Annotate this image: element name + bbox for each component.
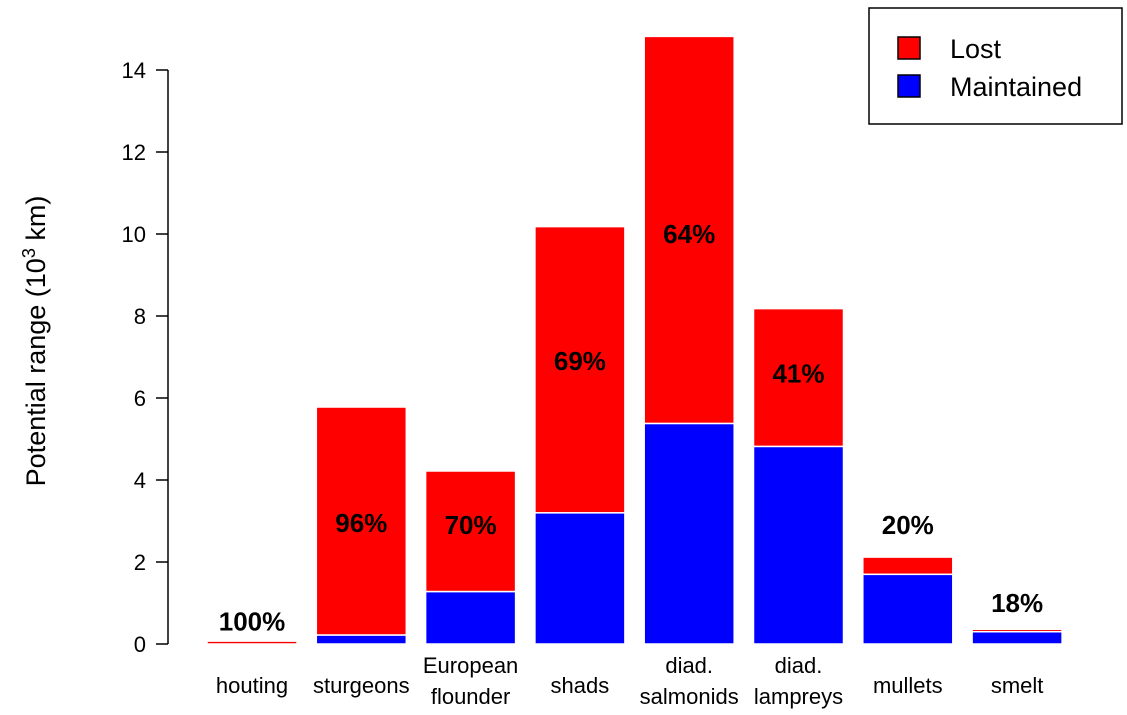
x-category-label: mullets xyxy=(873,673,943,698)
bar-lost xyxy=(971,628,1063,633)
x-category-label-line: salmonids xyxy=(640,684,739,709)
percent-label: 18% xyxy=(991,588,1043,618)
legend-swatch xyxy=(897,36,921,60)
percent-label: 64% xyxy=(663,219,715,249)
y-tick-label: 12 xyxy=(122,140,146,165)
percent-label: 69% xyxy=(554,346,606,376)
x-category-label: sturgeons xyxy=(313,673,410,698)
x-category-label-line: diad. xyxy=(665,653,713,678)
bar-maintained xyxy=(752,445,845,645)
x-category-label: diad. salmonids xyxy=(640,653,739,709)
bar-maintained xyxy=(534,512,626,645)
bar-lost xyxy=(534,225,626,514)
y-tick-label: 14 xyxy=(122,58,146,83)
y-axis-title-sup: 3 xyxy=(19,248,39,258)
bar-lost xyxy=(643,35,735,425)
bar-maintained xyxy=(643,422,735,645)
bar-lost xyxy=(862,556,954,576)
percent-label: 41% xyxy=(772,358,824,388)
bar-lost xyxy=(206,640,298,645)
legend-swatch xyxy=(897,74,921,98)
legend-box xyxy=(868,7,1123,125)
y-tick-label: 8 xyxy=(134,304,146,329)
legend-label: Maintained xyxy=(950,72,1082,102)
x-category-label: houting xyxy=(216,673,288,698)
y-tick-label: 4 xyxy=(134,468,146,493)
bar-lost xyxy=(424,470,517,593)
x-category-label-line: European xyxy=(423,653,518,678)
x-category-label-line: houting xyxy=(216,673,288,698)
percent-label: 96% xyxy=(335,508,387,538)
y-tick-label: 0 xyxy=(134,632,146,657)
bar-maintained xyxy=(971,630,1063,645)
y-axis-title-end: km) xyxy=(21,196,51,248)
x-category-label-line: shads xyxy=(551,673,610,698)
x-category-label: European flounder xyxy=(423,653,518,709)
y-axis: 0 2 4 6 8 10 12 14 xyxy=(122,58,169,657)
x-category-label-line: smelt xyxy=(991,673,1044,698)
x-category-label-line: lampreys xyxy=(754,684,843,709)
y-tick-label: 2 xyxy=(134,550,146,575)
legend: Lost Maintained xyxy=(868,7,1123,125)
x-category-label-line: diad. xyxy=(775,653,823,678)
y-axis-title: Potential range (103 km) xyxy=(19,196,51,487)
y-axis-title-main: Potential range (10 xyxy=(21,258,51,486)
x-category-label: shads xyxy=(551,673,610,698)
x-category-label-line: flounder xyxy=(431,684,511,709)
y-tick-label: 6 xyxy=(134,386,146,411)
x-category-label: smelt xyxy=(991,673,1044,698)
bar-lost xyxy=(315,406,408,636)
bar-lost xyxy=(752,307,845,448)
percent-label: 70% xyxy=(445,510,497,540)
percent-label: 20% xyxy=(882,510,934,540)
category-labels: houting sturgeons European flounder shads dia… xyxy=(216,653,1043,709)
percent-label: 100% xyxy=(219,606,286,636)
x-category-label-line: mullets xyxy=(873,673,943,698)
bar-maintained xyxy=(424,590,517,645)
bars xyxy=(206,35,1063,645)
legend-label: Lost xyxy=(950,34,1002,64)
x-category-label: diad. lampreys xyxy=(754,653,843,709)
x-category-label-line: sturgeons xyxy=(313,673,410,698)
y-tick-label: 10 xyxy=(122,222,146,247)
percent-labels: 100% 96% 70% 69% 64% 41% 20% 18% xyxy=(219,219,1043,636)
bar-maintained xyxy=(862,573,954,645)
bar-maintained xyxy=(315,634,408,645)
